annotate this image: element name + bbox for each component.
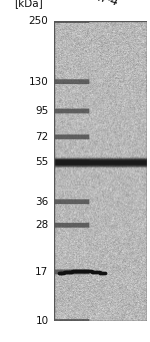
Text: 28: 28 bbox=[35, 220, 48, 230]
Text: [kDa]: [kDa] bbox=[14, 0, 43, 9]
Text: 250: 250 bbox=[29, 15, 48, 26]
FancyBboxPatch shape bbox=[54, 160, 89, 165]
Text: 95: 95 bbox=[35, 106, 48, 116]
FancyBboxPatch shape bbox=[54, 108, 89, 114]
FancyBboxPatch shape bbox=[54, 134, 89, 139]
Text: 10: 10 bbox=[35, 316, 48, 327]
FancyBboxPatch shape bbox=[54, 319, 89, 324]
Text: 72: 72 bbox=[35, 132, 48, 142]
FancyBboxPatch shape bbox=[54, 223, 89, 228]
Text: 17: 17 bbox=[35, 267, 48, 277]
FancyBboxPatch shape bbox=[54, 269, 89, 274]
Text: 130: 130 bbox=[29, 77, 48, 87]
Text: 55: 55 bbox=[35, 157, 48, 167]
Text: RT-4: RT-4 bbox=[90, 0, 120, 9]
FancyBboxPatch shape bbox=[54, 18, 89, 23]
FancyBboxPatch shape bbox=[54, 79, 89, 84]
FancyBboxPatch shape bbox=[54, 199, 89, 204]
Text: 36: 36 bbox=[35, 197, 48, 207]
